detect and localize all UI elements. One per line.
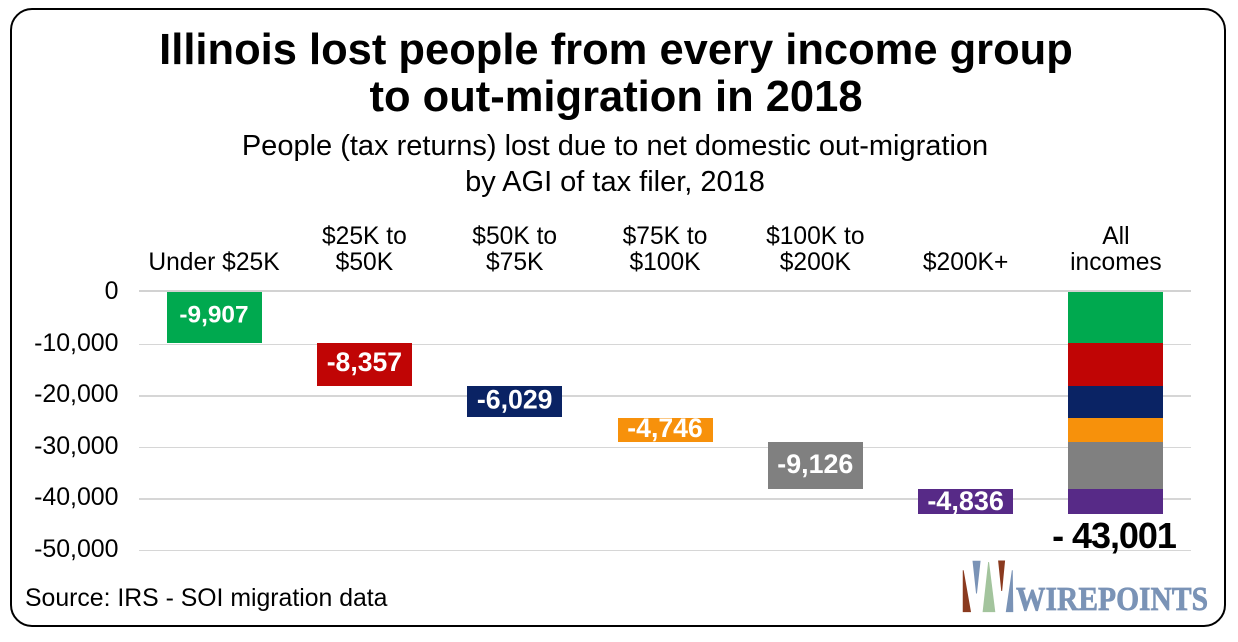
svg-text:WIREPOINTS: WIREPOINTS [1016, 581, 1208, 618]
